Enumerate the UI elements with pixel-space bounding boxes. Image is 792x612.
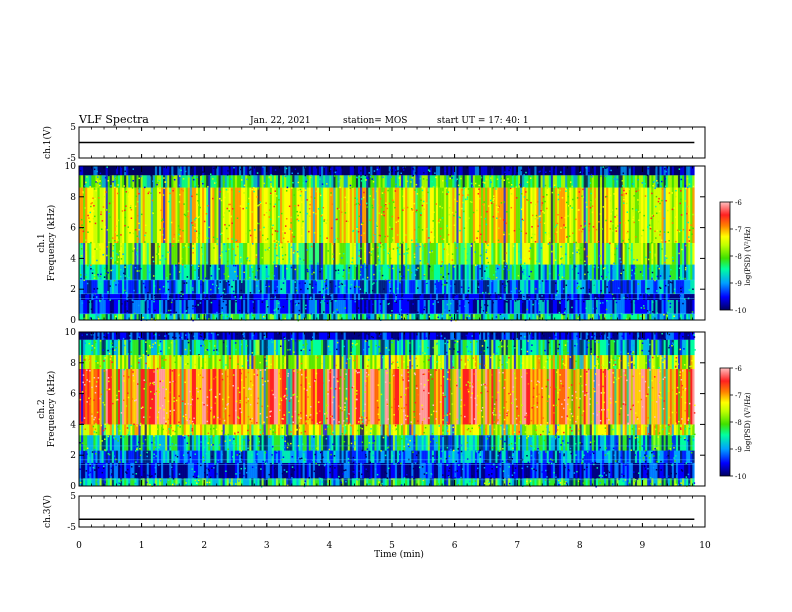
ch3-voltage-ylabel: ch.3(V) xyxy=(42,495,53,528)
ch1-spectrogram-ylabel-line2: Frequency (kHz) xyxy=(46,205,57,282)
ch1-voltage-ytick-label: -5 xyxy=(67,154,76,164)
x-tick-label: 0 xyxy=(76,541,82,551)
ch2-spectrogram-ytick-label: 0 xyxy=(70,482,76,492)
ch1-spectrogram-ytick-label: 6 xyxy=(70,224,76,234)
ch1-spectrogram-ytick-label: 10 xyxy=(65,162,77,172)
x-tick-label: 8 xyxy=(577,541,583,551)
x-tick-label: 3 xyxy=(264,541,270,551)
ch3-voltage-ytick-label: -5 xyxy=(67,523,76,533)
station-label: station= MOS xyxy=(343,116,407,126)
ch3-voltage-ytick-label: 5 xyxy=(70,492,76,502)
ch1-colorbar-gradient xyxy=(719,201,731,311)
ch1-spectrogram-texture xyxy=(79,166,695,322)
ch2-colorbar-tick-label: -8 xyxy=(735,419,742,427)
x-tick-label: 6 xyxy=(452,541,458,551)
ch2-spectrogram-ytick-label: 6 xyxy=(70,390,76,400)
ch2-colorbar-tick-label: -7 xyxy=(735,392,742,400)
ch1-colorbar-tick-label: -6 xyxy=(735,199,742,207)
ch2-spectrogram-ylabel: ch.2 xyxy=(37,399,47,418)
x-axis-label: Time (min) xyxy=(374,549,424,560)
ch2-spectrogram-ytick-label: 8 xyxy=(70,359,76,369)
ch1-colorbar-label: log(PSD) (V²/Hz) xyxy=(744,226,752,285)
ch1-spectrogram-ytick-label: 0 xyxy=(70,316,76,326)
ch2-colorbar-label: log(PSD) (V²/Hz) xyxy=(744,392,752,451)
ch1-spectrogram-ytick-label: 2 xyxy=(70,285,76,295)
ch3-voltage-frame xyxy=(78,495,706,528)
ch1-colorbar-tick-label: -7 xyxy=(735,226,742,234)
ch1-voltage-panel: 5 -5 ch.1(V) xyxy=(42,123,706,164)
x-tick-label: 1 xyxy=(139,541,145,551)
time-axis: 0 1 2 3 4 5 6 7 8 9 10 xyxy=(76,541,711,551)
figure-title: VLF Spectra xyxy=(78,113,149,126)
ch3-voltage-panel: 5 -5 ch.3(V) xyxy=(42,492,706,533)
ch2-colorbar-tick-label: -10 xyxy=(735,473,746,481)
ch1-voltage-ylabel: ch.1(V) xyxy=(42,126,53,159)
ch2-spectrogram-ytick-label: 10 xyxy=(65,328,77,338)
ch1-voltage-ytick-label: 5 xyxy=(70,123,76,133)
x-tick-label: 10 xyxy=(699,541,711,551)
start-time-label: start UT = 17: 40: 1 xyxy=(437,116,529,126)
ch2-spectrogram-panel: 0 2 4 6 8 10 ch.2 Frequency (kHz) xyxy=(37,328,706,492)
x-tick-label: 9 xyxy=(640,541,646,551)
x-tick-label: 5 xyxy=(389,541,395,551)
ch1-spectrogram-panel: 0 2 4 6 8 10 ch.1 Frequency (kHz) xyxy=(37,162,706,326)
ch2-colorbar-tick-label: -6 xyxy=(735,365,742,373)
ch1-spectrogram-ytick-label: 4 xyxy=(70,254,76,264)
x-tick-label: 4 xyxy=(327,541,333,551)
x-tick-label: 7 xyxy=(514,541,520,551)
ch2-colorbar: -6 -7 -8 -9 -10 log(PSD) (V²/Hz) xyxy=(719,365,752,481)
x-tick-label: 2 xyxy=(201,541,207,551)
ch1-colorbar-tick-label: -9 xyxy=(735,280,742,288)
date-label: Jan. 22, 2021 xyxy=(249,116,311,126)
ch2-spectrogram-texture xyxy=(79,332,696,488)
ch2-colorbar-gradient xyxy=(719,367,731,477)
ch1-colorbar-tick-label: -8 xyxy=(735,253,742,261)
ch1-colorbar-tick-label: -10 xyxy=(735,307,746,315)
ch2-spectrogram-ylabel-line2: Frequency (kHz) xyxy=(46,371,57,448)
ch1-spectrogram-ylabel: ch.1 xyxy=(37,233,47,252)
ch2-spectrogram-ytick-label: 4 xyxy=(70,420,76,430)
ch1-spectrogram-ytick-label: 8 xyxy=(70,193,76,203)
ch2-spectrogram-ytick-label: 2 xyxy=(70,451,76,461)
ch1-colorbar: -6 -7 -8 -9 -10 log(PSD) (V²/Hz) xyxy=(719,199,752,315)
ch2-colorbar-tick-label: -9 xyxy=(735,446,742,454)
